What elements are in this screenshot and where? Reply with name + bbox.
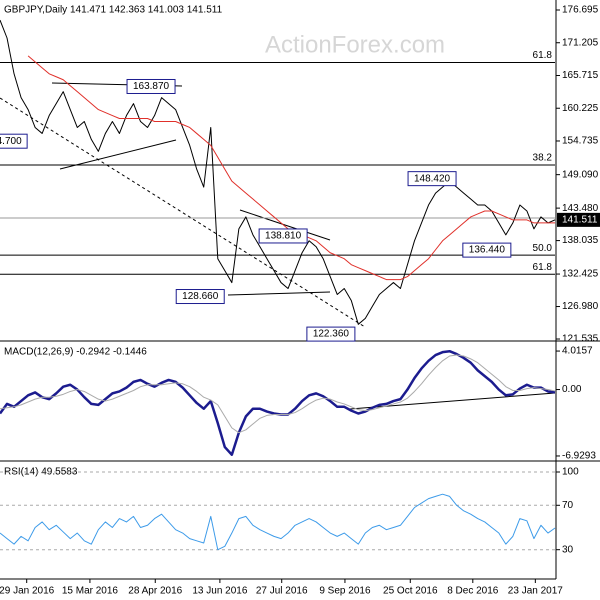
fib-label: 61.8 <box>533 50 553 61</box>
x-tick-label: 25 Oct 2016 <box>383 586 438 597</box>
panel-title: MACD(12,26,9) -0.2942 -0.1446 <box>4 347 147 358</box>
frame <box>0 0 600 580</box>
y-tick-label: 165.715 <box>562 70 599 81</box>
annotation-label: 122.360 <box>313 329 350 340</box>
x-tick-label: 29 Jan 2016 <box>0 586 55 597</box>
trendline <box>239 209 331 241</box>
y-tick-label: 154.735 <box>562 136 599 147</box>
annotation-box <box>462 242 512 258</box>
annotation-box <box>0 133 28 149</box>
x-tick-label: 13 Jun 2016 <box>192 586 247 597</box>
fib-label: 38.2 <box>533 153 553 164</box>
annotation-label: 148.420 <box>414 173 451 184</box>
x-tick-label: 27 Jul 2016 <box>256 586 308 597</box>
x-tick-label: 28 Apr 2016 <box>128 586 182 597</box>
x-tick-label: 8 Dec 2016 <box>447 586 499 597</box>
y-tick-label: 126.980 <box>562 301 599 312</box>
y-tick-label: 171.205 <box>562 37 599 48</box>
x-tick-label: 15 Mar 2016 <box>62 586 119 597</box>
annotation-label: 163.870 <box>133 81 170 92</box>
annotation-box <box>175 289 225 305</box>
annotation-box <box>407 171 457 187</box>
y-tick-label: 121.535 <box>562 334 599 345</box>
fib-label: 61.8 <box>533 262 553 273</box>
x-tick-label: 23 Jan 2017 <box>508 586 563 597</box>
annotation-box <box>258 228 308 244</box>
panel-title: RSI(14) 49.5583 <box>4 467 78 478</box>
annotation-label: 128.660 <box>182 291 219 302</box>
annotation-label: 136.440 <box>469 245 506 256</box>
x-tick-label: 9 Sep 2016 <box>319 586 371 597</box>
series-line <box>0 354 556 434</box>
y-tick-label: 138.035 <box>562 235 599 246</box>
trendline <box>59 139 177 170</box>
last-price-tag <box>557 212 600 227</box>
y-tick-label: 0.00 <box>562 384 582 395</box>
y-tick-label: 100 <box>562 467 579 478</box>
series-line <box>0 19 556 325</box>
panel-title: GBPJPY,Daily 141.471 142.363 141.003 141… <box>4 5 223 16</box>
series-line <box>0 493 556 551</box>
y-tick-label: 176.695 <box>562 5 599 16</box>
y-tick-label: 149.090 <box>562 169 599 180</box>
trendline <box>227 291 331 296</box>
annotation-label: 4.700 <box>0 136 22 147</box>
y-tick-label: 160.225 <box>562 103 599 114</box>
y-tick-label: 143.480 <box>562 203 599 214</box>
y-tick-label: 4.0157 <box>562 346 593 357</box>
annotation-box <box>306 326 356 342</box>
y-tick-label: -6.9293 <box>562 451 596 462</box>
fib-label: 50.0 <box>533 243 553 254</box>
annotation-box <box>126 78 176 94</box>
watermark: ActionForex.com <box>265 31 445 58</box>
y-tick-label: 30 <box>562 544 574 555</box>
y-tick-label: 132.425 <box>562 269 599 280</box>
last-price-label: 141.511 <box>562 215 598 226</box>
annotation-label: 138.810 <box>265 231 302 242</box>
y-tick-label: 70 <box>562 500 574 511</box>
